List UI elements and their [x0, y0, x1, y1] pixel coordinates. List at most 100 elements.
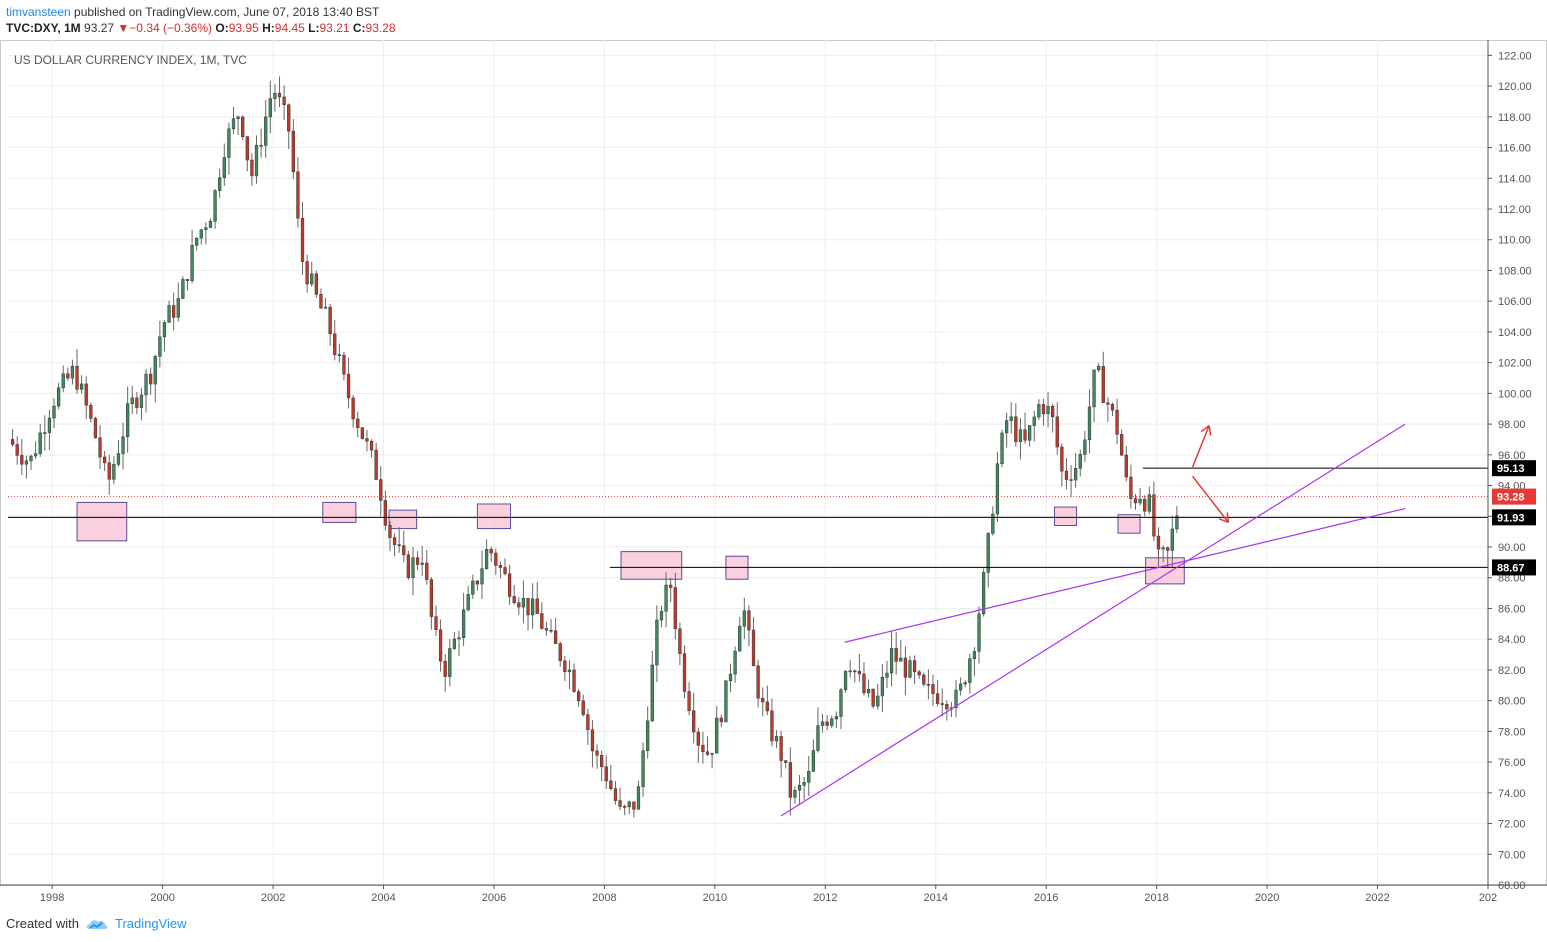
candle-up: [126, 403, 130, 438]
candle-up: [466, 594, 470, 611]
change-value: −0.34 (−0.36%): [129, 21, 213, 35]
candle-up: [641, 750, 645, 787]
candle-down: [682, 653, 687, 692]
candle-down: [103, 456, 107, 464]
candle-up: [876, 695, 880, 707]
candle-up: [1138, 498, 1142, 504]
candle-up: [728, 673, 733, 681]
candle-up: [273, 93, 277, 99]
candle-up: [830, 718, 834, 726]
candle-up: [880, 677, 885, 697]
candle-up: [195, 237, 199, 246]
candle-up: [176, 298, 180, 318]
candle-down: [250, 159, 254, 177]
arrow-shaft: [1191, 475, 1230, 523]
candle-down: [526, 598, 530, 616]
candle-down: [374, 449, 378, 480]
author-link[interactable]: timvansteen: [6, 5, 71, 19]
candle-up: [1087, 406, 1092, 441]
y-tick-label: 80.00: [1498, 696, 1526, 708]
candle-down: [107, 462, 111, 480]
candle-up: [47, 417, 52, 433]
candle-down: [319, 294, 323, 309]
candle-down: [581, 700, 585, 715]
candle-down: [853, 670, 857, 673]
y-tick-label: 98.00: [1498, 419, 1526, 431]
candle-down: [135, 397, 139, 408]
x-tick-label: 2012: [813, 892, 837, 904]
candle-down: [765, 701, 769, 712]
candle-up: [820, 721, 825, 726]
arrow-head: [1208, 425, 1212, 436]
y-tick-label: 76.00: [1498, 757, 1526, 769]
y-tick-label: 100.00: [1498, 388, 1532, 400]
candle-down: [586, 714, 590, 730]
candle-down: [784, 760, 788, 763]
time-axis[interactable]: 1998 2000 2002 2004 2006 2008 2010 2012 2014 2016…: [40, 885, 1497, 904]
level-tag-bg: [1492, 509, 1536, 526]
candle-down: [291, 130, 295, 173]
y-tick-label: 120.00: [1498, 81, 1532, 93]
candle-up: [664, 584, 668, 612]
candle-up: [1078, 454, 1082, 469]
x-tick-label: 2022: [1365, 892, 1389, 904]
candle-up: [1028, 425, 1032, 441]
candles: [10, 76, 1179, 818]
y-tick-label: 116.00: [1498, 143, 1531, 155]
level-tag-bg: [1492, 559, 1536, 576]
candle-up: [116, 453, 121, 465]
candle-up: [52, 405, 56, 419]
price-chart[interactable]: US DOLLAR CURRENCY INDEX, 1M, TVC 122.00…: [0, 40, 1547, 910]
candle-down: [1014, 416, 1018, 442]
x-tick-label: 2004: [371, 892, 395, 904]
candle-down: [1106, 402, 1110, 405]
candle-down: [369, 440, 374, 451]
trendlines: [780, 423, 1406, 817]
close-label: C:: [352, 21, 366, 35]
candle-down: [1152, 494, 1156, 537]
candle-down: [945, 703, 949, 710]
low-label: L:: [308, 21, 320, 35]
candle-down: [871, 689, 875, 707]
candle-down: [1124, 454, 1128, 478]
candle-down: [149, 373, 153, 385]
high-value: 94.45: [274, 21, 305, 35]
candle-down: [1156, 535, 1161, 550]
candle-up: [411, 557, 415, 578]
candle-up: [567, 669, 572, 673]
candle-down: [296, 171, 300, 219]
candle-up: [112, 464, 116, 480]
candle-up: [56, 387, 61, 407]
high-label: H:: [262, 21, 275, 35]
candle-down: [383, 500, 387, 526]
candle-up: [70, 365, 75, 379]
candle-up: [1170, 528, 1174, 551]
chart-title: US DOLLAR CURRENCY INDEX, 1M, TVC: [14, 53, 247, 67]
candle-up: [38, 432, 42, 454]
candle-down: [1051, 405, 1055, 418]
current-price-tag: 93.28: [1497, 492, 1525, 504]
candle-down: [673, 587, 677, 629]
support-zone: [476, 503, 512, 530]
support-zone: [76, 501, 128, 542]
candle-down: [475, 580, 480, 585]
candle-down: [687, 691, 691, 711]
candle-down: [512, 596, 516, 603]
y-tick-label: 106.00: [1498, 296, 1532, 308]
x-tick-label: 202: [1479, 892, 1497, 904]
candle-up: [958, 683, 963, 691]
tradingview-link[interactable]: TradingView: [85, 914, 187, 934]
candle-up: [153, 356, 157, 385]
candle-down: [604, 766, 608, 782]
candle-up: [866, 689, 871, 694]
candle-up: [222, 157, 226, 178]
candle-up: [484, 549, 489, 569]
candle-up: [80, 383, 84, 390]
candle-up: [972, 651, 977, 660]
candle-up: [843, 671, 848, 691]
candle-down: [535, 598, 539, 614]
candle-down: [443, 660, 447, 677]
candle-down: [931, 684, 935, 694]
candle-down: [572, 669, 576, 692]
candle-up: [130, 397, 134, 404]
